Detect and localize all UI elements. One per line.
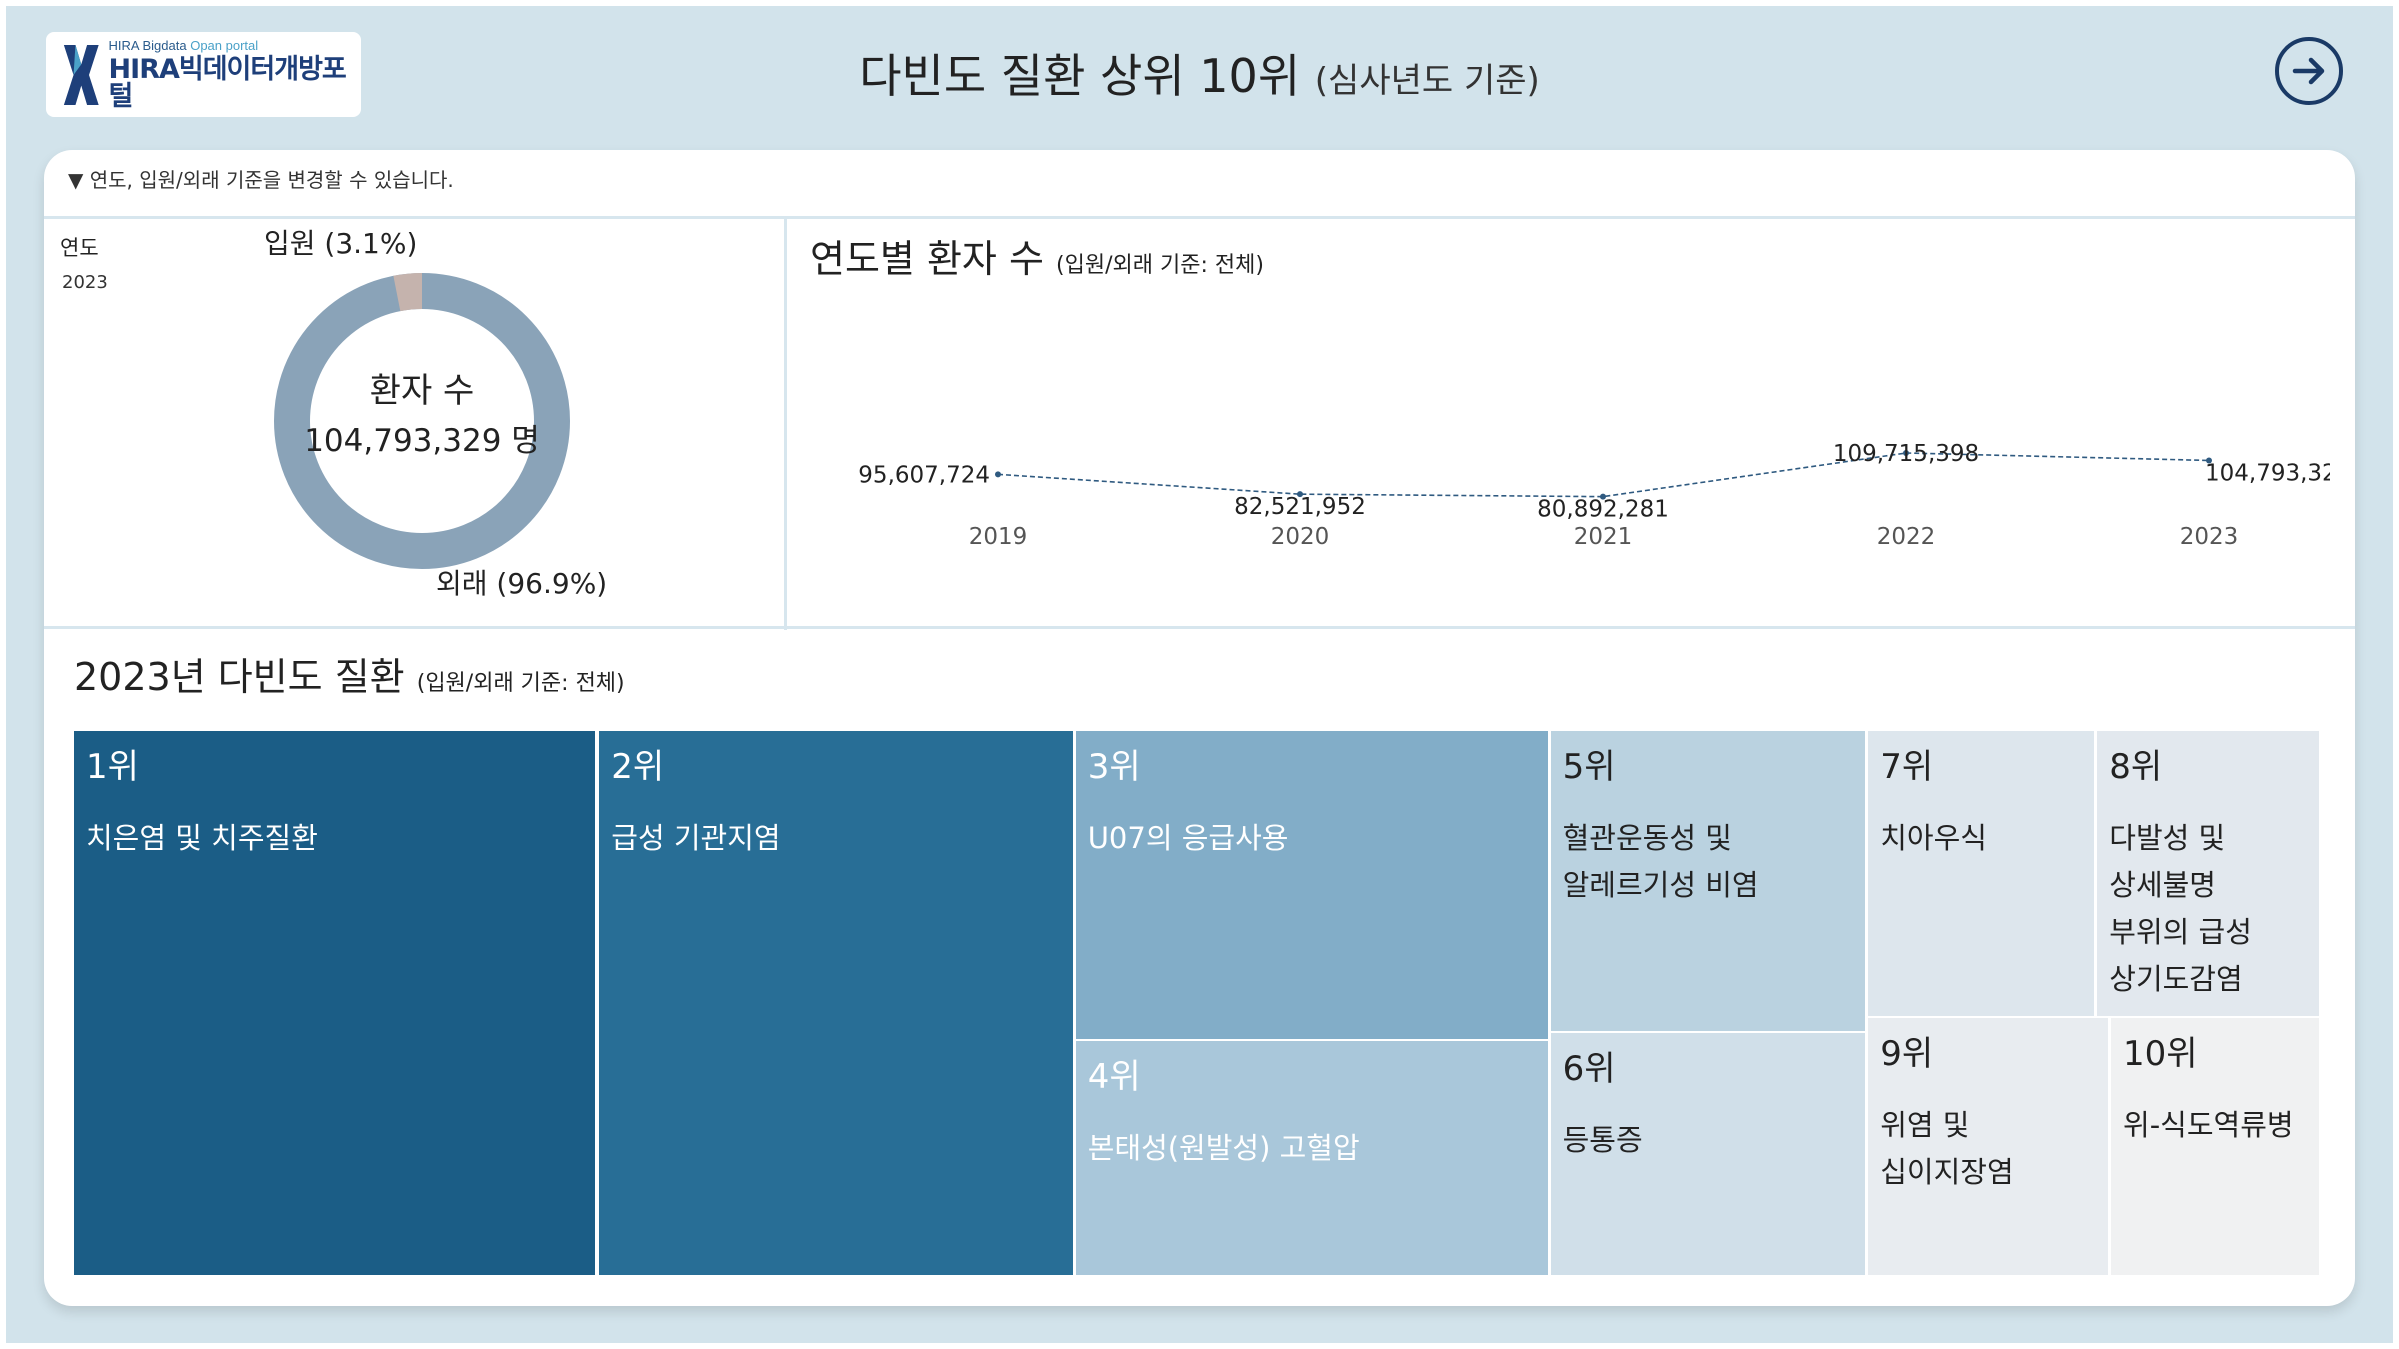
data-point[interactable] <box>2206 457 2212 464</box>
data-point[interactable] <box>995 471 1001 478</box>
treemap-tile-rank: 5위 <box>1562 747 1616 787</box>
data-point[interactable] <box>1600 493 1606 500</box>
treemap-tile-rank: 7위 <box>1880 747 1934 787</box>
donut-inpatient-label: 입원 (3.1%) <box>264 227 417 260</box>
data-point[interactable] <box>1903 450 1909 456</box>
content-card: ▼ 연도, 입원/외래 기준을 변경할 수 있습니다. 연도 2023 환자 수… <box>44 150 2355 1306</box>
treemap-subtitle: (입원/외래 기준: 전체) <box>416 671 625 696</box>
series-line <box>997 452 2210 498</box>
inpatient-outpatient-donut[interactable]: 환자 수 104,793,329 명 입원 (3.1%) 외래 (96.9%) <box>44 218 784 628</box>
line-chart-title: 연도별 환자 수 (입원/외래 기준: 전체) <box>810 228 1264 283</box>
treemap-tile-rank: 9위 <box>1880 1034 1934 1074</box>
x-tick-label: 2022 <box>1877 524 1936 550</box>
treemap-title-text: 2023년 다빈도 질환 <box>74 655 405 699</box>
line-chart-subtitle: (입원/외래 기준: 전체) <box>1056 253 1264 278</box>
treemap-tile-name: 급성 기관지염 <box>611 821 781 855</box>
data-label: 95,607,724 <box>858 462 990 488</box>
page-title-text: 다빈도 질환 상위 10위 <box>859 49 1301 103</box>
treemap-tile-name: 본태성(원발성) 고혈압 <box>1087 1131 1360 1165</box>
treemap-tile[interactable]: 3위 U07의 응급사용 <box>1075 731 1548 1039</box>
next-page-button[interactable] <box>2275 37 2343 105</box>
divider <box>44 216 2355 219</box>
donut-outpatient-label: 외래 (96.9%) <box>436 567 607 600</box>
year-filter-value[interactable]: 2023 <box>62 272 108 293</box>
donut-outpatient-ring[interactable] <box>274 273 570 569</box>
filter-hint: ▼ 연도, 입원/외래 기준을 변경할 수 있습니다. <box>68 168 454 192</box>
data-label: 104,793,329 <box>2205 460 2330 486</box>
divider <box>44 626 2355 629</box>
yearly-patient-line-chart[interactable]: 95,607,724201982,521,952202080,892,28120… <box>790 330 2330 610</box>
x-tick-label: 2020 <box>1271 524 1330 550</box>
year-filter-label: 연도 <box>60 236 99 260</box>
treemap-tile-name: 다발성 및 상세불명 부위의 급성 상기도감염 <box>2109 821 2252 996</box>
disease-treemap[interactable]: 1위 치은염 및 치주질환 2위 급성 기관지염 3위 U07의 응급사용 4위 본태성(원발… <box>74 731 2319 1275</box>
arrow-right-circle-icon <box>2292 57 2325 85</box>
donut-center-label: 환자 수 <box>370 371 475 411</box>
data-point[interactable] <box>1297 491 1303 498</box>
treemap-tile-rank: 1위 <box>86 747 139 787</box>
page-title: 다빈도 질환 상위 10위 (심사년도 기준) <box>0 40 2399 106</box>
x-tick-label: 2023 <box>2180 524 2239 550</box>
donut-inpatient-slice[interactable] <box>393 273 423 312</box>
divider <box>784 218 787 630</box>
treemap-tile-rank: 3위 <box>1087 747 1141 787</box>
treemap-tile-name: 위-식도역류병 <box>2123 1108 2294 1142</box>
donut-center-value: 104,793,329 명 <box>304 423 540 459</box>
hira-logo[interactable]: HIRA Bigdata Opan portal HIRA빅데이터개방포털 <box>46 32 361 117</box>
x-tick-label: 2021 <box>1574 524 1633 550</box>
treemap-tile-rank: 6위 <box>1562 1049 1616 1089</box>
treemap-tile-name: 등통증 <box>1562 1123 1643 1157</box>
treemap-tile-name: 혈관운동성 및 알레르기성 비염 <box>1562 821 1759 902</box>
hira-logo-mark-icon <box>63 44 99 105</box>
logo-subtitle: HIRA Bigdata Opan portal <box>109 39 361 52</box>
line-chart-title-text: 연도별 환자 수 <box>810 237 1044 281</box>
data-label: 80,892,281 <box>1537 497 1669 523</box>
logo-sub-accent: Opan portal <box>190 38 259 53</box>
treemap-tile-rank: 10위 <box>2123 1034 2198 1074</box>
treemap-title: 2023년 다빈도 질환 (입원/외래 기준: 전체) <box>74 646 625 701</box>
x-tick-label: 2019 <box>969 524 1028 550</box>
data-label: 82,521,952 <box>1234 494 1366 520</box>
treemap-tile-rank: 2위 <box>611 747 665 787</box>
logo-sub-prefix: HIRA Bigdata <box>108 38 191 53</box>
treemap-tile-name: U07의 응급사용 <box>1087 821 1289 855</box>
treemap-tile-name: 위염 및 십이지장염 <box>1880 1108 2014 1189</box>
treemap-tile-rank: 8위 <box>2109 747 2163 787</box>
treemap-tile-rank: 4위 <box>1087 1057 1141 1097</box>
logo-wordmark: HIRA빅데이터개방포털 <box>108 54 347 112</box>
treemap-tile-name: 치은염 및 치주질환 <box>86 821 318 855</box>
treemap-tile-name: 치아우식 <box>1880 821 1987 855</box>
data-label: 109,715,398 <box>1833 441 1979 467</box>
page-title-subtitle: (심사년도 기준) <box>1314 61 1540 101</box>
